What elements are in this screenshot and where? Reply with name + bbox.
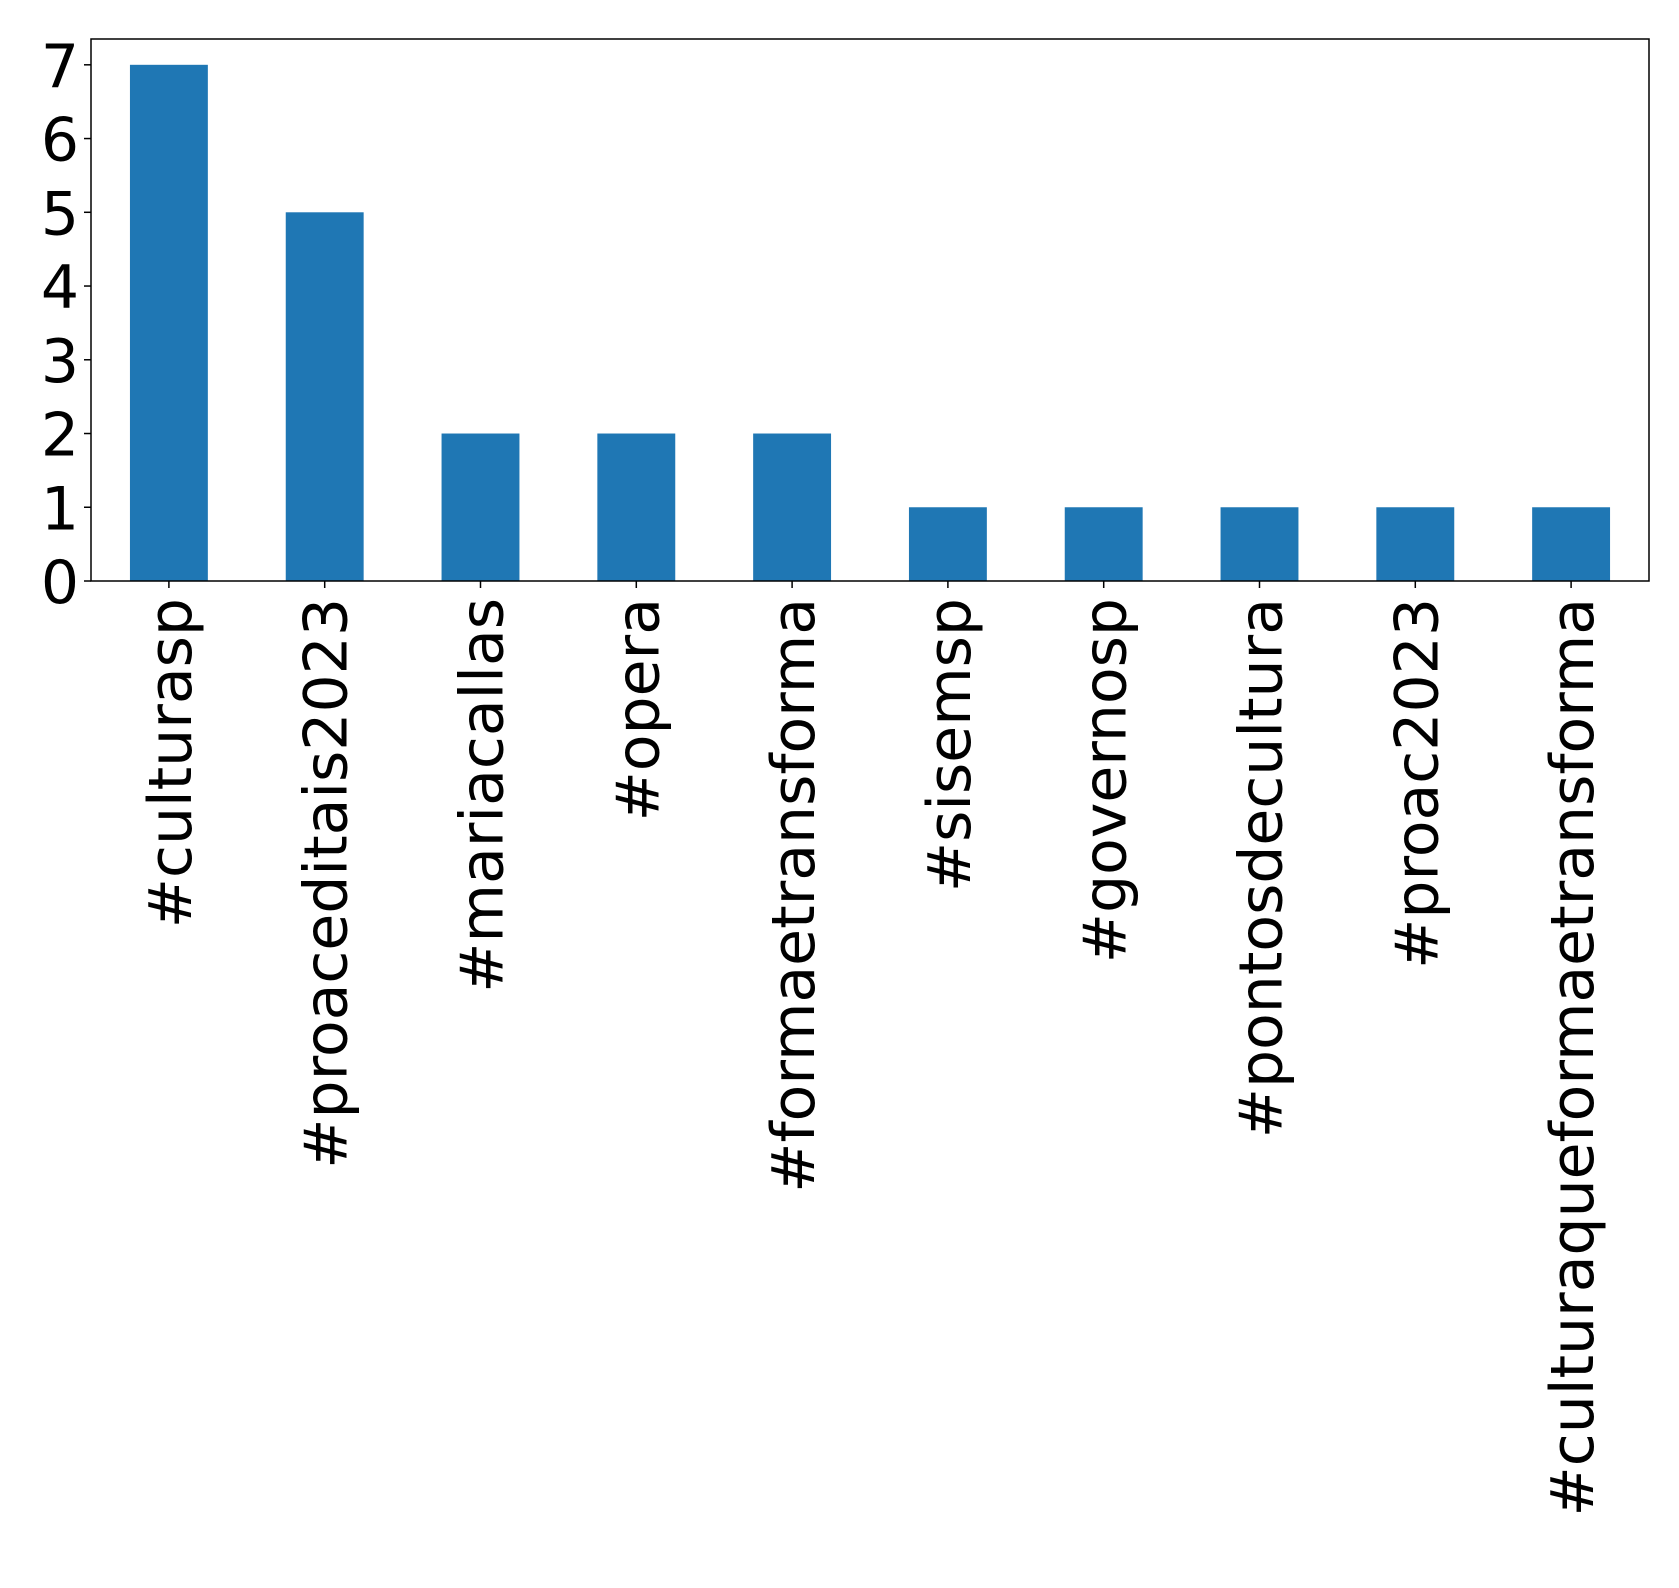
x-tick-label: #formaetransforma — [759, 598, 829, 1193]
y-tick-label: 4 — [41, 253, 79, 323]
bar-culturaqueformaetransforma — [1532, 507, 1611, 581]
bar-proac2023 — [1376, 507, 1455, 581]
y-tick-label: 3 — [41, 327, 79, 397]
bar-proaceditais2023 — [285, 212, 364, 581]
x-tick-label: #culturaqueformaetransforma — [1538, 598, 1608, 1516]
x-tick-label: #governosp — [1071, 598, 1141, 963]
bars-layer — [129, 64, 1611, 582]
y-tick-label: 7 — [41, 32, 79, 102]
y-tick-label: 6 — [41, 106, 79, 176]
x-tick-label: #mariacallas — [448, 598, 518, 993]
y-tick-label: 1 — [41, 474, 79, 544]
x-tick-label: #pontosdecultura — [1227, 598, 1297, 1138]
x-tick-label: #culturasp — [136, 598, 206, 928]
x-tick-label: #opera — [603, 598, 673, 821]
y-tick-label: 0 — [41, 548, 79, 618]
bar-pontosdecultura — [1220, 507, 1299, 581]
x-tick-label: #proaceditais2023 — [292, 598, 362, 1169]
x-axis: #culturasp #proaceditais2023 #mariacallas #… — [136, 581, 1608, 1516]
bar-mariacallas — [441, 433, 520, 581]
bar-governosp — [1064, 507, 1143, 581]
bar-sisemsp — [908, 507, 987, 581]
x-tick-label: #sisemsp — [915, 598, 985, 892]
x-tick-label: #proac2023 — [1382, 598, 1452, 969]
bar-culturasp — [129, 64, 208, 582]
y-tick-label: 5 — [41, 179, 79, 249]
bar-formaetransforma — [753, 433, 832, 581]
y-tick-label: 2 — [41, 401, 79, 471]
bar-opera — [597, 433, 676, 581]
plot-frame — [90, 38, 1650, 582]
